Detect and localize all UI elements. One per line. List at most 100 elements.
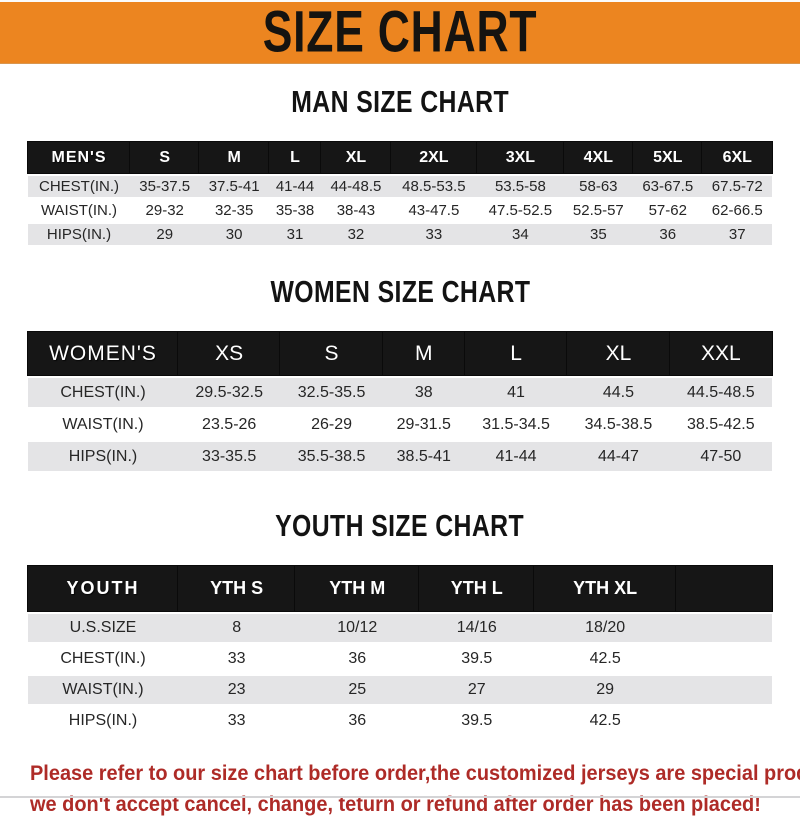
women-size-col-m: M xyxy=(382,332,465,375)
women-size-col-s: S xyxy=(280,332,383,375)
youth-row-spacer xyxy=(676,614,772,642)
youth-row-spacer xyxy=(676,645,772,673)
women-table-row: HIPS(IN.) 33-35.5 35.5-38.5 38.5-41 41-44 44-… xyxy=(28,442,772,471)
youth-cell: 14/16 xyxy=(419,614,535,642)
women-cell: 38.5-41 xyxy=(382,442,465,471)
youth-table-row: WAIST(IN.) 23 25 27 29 xyxy=(28,676,772,704)
men-table-row: CHEST(IN.) 35-37.5 37.5-41 41-44 44-48.5 48.5… xyxy=(28,176,772,197)
youth-table-header-row: YOUTH YTH S YTH M YTH L YTH XL xyxy=(28,566,772,611)
men-cell: 48.5-53.5 xyxy=(390,176,478,197)
men-table-row: HIPS(IN.) 29 30 31 32 33 34 35 36 37 xyxy=(28,224,772,245)
men-cell: 37.5-41 xyxy=(199,176,269,197)
youth-row-spacer xyxy=(676,676,772,704)
footer-note-line2: we don't accept cancel, change, teturn o… xyxy=(30,793,761,816)
women-cell: 38.5-42.5 xyxy=(669,410,772,439)
men-cell: 57-62 xyxy=(633,200,703,221)
youth-cell: 27 xyxy=(419,676,535,704)
youth-cell: 18/20 xyxy=(534,614,676,642)
youth-table-row: U.S.SIZE 8 10/12 14/16 18/20 xyxy=(28,614,772,642)
youth-cell: 33 xyxy=(178,645,296,673)
women-cell: 41 xyxy=(464,378,568,407)
men-table-row: WAIST(IN.) 29-32 32-35 35-38 38-43 43-47.5 47.… xyxy=(28,200,772,221)
youth-table-row: HIPS(IN.) 33 36 39.5 42.5 xyxy=(28,707,772,735)
banner-title: SIZE CHART xyxy=(262,0,538,65)
men-cell: 35-38 xyxy=(268,200,322,221)
men-cell: 35-37.5 xyxy=(130,176,200,197)
youth-row-spacer xyxy=(676,707,772,735)
men-row-label: WAIST(IN.) xyxy=(28,200,130,221)
youth-section-heading-text: YOUTH SIZE CHART xyxy=(275,508,525,543)
men-cell: 58-63 xyxy=(563,176,634,197)
women-cell: 23.5-26 xyxy=(178,410,281,439)
men-size-chart-section: MAN SIZE CHART MEN'S S M L XL 2XL 3XL 4XL 5XL 6XL C… xyxy=(0,85,800,248)
women-cell: 44.5 xyxy=(567,378,670,407)
men-cell: 43-47.5 xyxy=(390,200,478,221)
men-cell: 47.5-52.5 xyxy=(477,200,564,221)
women-row-label: HIPS(IN.) xyxy=(28,442,178,471)
men-size-col-6xl: 6XL xyxy=(702,142,772,173)
youth-table-row: CHEST(IN.) 33 36 39.5 42.5 xyxy=(28,645,772,673)
youth-cell: 25 xyxy=(295,676,420,704)
youth-cell: 10/12 xyxy=(295,614,420,642)
men-cell: 36 xyxy=(633,224,703,245)
youth-header-spacer xyxy=(676,566,772,611)
men-size-col-l: L xyxy=(268,142,322,173)
men-cell: 30 xyxy=(199,224,269,245)
youth-cell: 42.5 xyxy=(534,645,676,673)
women-row-label: CHEST(IN.) xyxy=(28,378,178,407)
men-cell: 44-48.5 xyxy=(321,176,391,197)
women-table-header-row: WOMEN'S XS S M L XL XXL xyxy=(28,332,772,375)
men-size-col-3xl: 3XL xyxy=(477,142,564,173)
women-cell: 32.5-35.5 xyxy=(280,378,383,407)
women-cell: 38 xyxy=(382,378,465,407)
women-size-col-xl: XL xyxy=(567,332,670,375)
youth-size-chart-section: YOUTH SIZE CHART YOUTH YTH S YTH M YTH L YTH … xyxy=(0,509,800,738)
women-size-col-xs: XS xyxy=(178,332,281,375)
men-cell: 41-44 xyxy=(268,176,322,197)
youth-cell: 39.5 xyxy=(419,645,535,673)
women-size-chart-section: WOMEN SIZE CHART WOMEN'S XS S M L XL XXL CHEST(I… xyxy=(0,275,800,474)
size-chart-sections: MAN SIZE CHART MEN'S S M L XL 2XL 3XL 4XL 5XL 6XL C… xyxy=(0,85,800,738)
men-table-title-label: MEN'S xyxy=(28,142,130,173)
men-size-table: MEN'S S M L XL 2XL 3XL 4XL 5XL 6XL CHEST(IN.) 35-37… xyxy=(28,139,772,248)
women-section-heading: WOMEN SIZE CHART xyxy=(0,275,800,312)
women-cell: 31.5-34.5 xyxy=(464,410,568,439)
women-cell: 47-50 xyxy=(669,442,772,471)
women-section-heading-text: WOMEN SIZE CHART xyxy=(270,274,530,309)
women-table-row: WAIST(IN.) 23.5-26 26-29 29-31.5 31.5-34.5 34… xyxy=(28,410,772,439)
youth-table-title-label: YOUTH xyxy=(28,566,178,611)
youth-cell: 42.5 xyxy=(534,707,676,735)
men-cell: 37 xyxy=(702,224,772,245)
youth-size-table: YOUTH YTH S YTH M YTH L YTH XL U.S.SIZE 8 10/12… xyxy=(28,563,772,738)
men-cell: 38-43 xyxy=(321,200,391,221)
youth-cell: 39.5 xyxy=(419,707,535,735)
men-size-col-2xl: 2XL xyxy=(390,142,478,173)
footer-note-line1: Please refer to our size chart before or… xyxy=(30,762,800,785)
women-cell: 29.5-32.5 xyxy=(178,378,281,407)
men-table-header-row: MEN'S S M L XL 2XL 3XL 4XL 5XL 6XL xyxy=(28,142,772,173)
women-size-col-xxl: XXL xyxy=(669,332,772,375)
women-cell: 26-29 xyxy=(280,410,383,439)
men-cell: 31 xyxy=(268,224,322,245)
youth-section-heading: YOUTH SIZE CHART xyxy=(0,509,800,546)
men-cell: 67.5-72 xyxy=(702,176,772,197)
youth-cell: 36 xyxy=(295,645,420,673)
youth-cell: 8 xyxy=(178,614,296,642)
men-cell: 32-35 xyxy=(199,200,269,221)
women-cell: 34.5-38.5 xyxy=(567,410,670,439)
footer-note: Please refer to our size chart before or… xyxy=(30,758,800,820)
men-size-col-xl: XL xyxy=(321,142,391,173)
size-chart-banner: SIZE CHART xyxy=(0,2,800,64)
youth-cell: 29 xyxy=(534,676,676,704)
bottom-divider xyxy=(0,796,800,798)
youth-cell: 36 xyxy=(295,707,420,735)
men-row-label: CHEST(IN.) xyxy=(28,176,130,197)
men-cell: 29-32 xyxy=(130,200,200,221)
men-cell: 63-67.5 xyxy=(633,176,703,197)
men-section-heading: MAN SIZE CHART xyxy=(0,85,800,122)
men-cell: 34 xyxy=(477,224,564,245)
youth-cell: 33 xyxy=(178,707,296,735)
men-cell: 33 xyxy=(390,224,478,245)
youth-size-col-yth-xl: YTH XL xyxy=(534,566,676,611)
